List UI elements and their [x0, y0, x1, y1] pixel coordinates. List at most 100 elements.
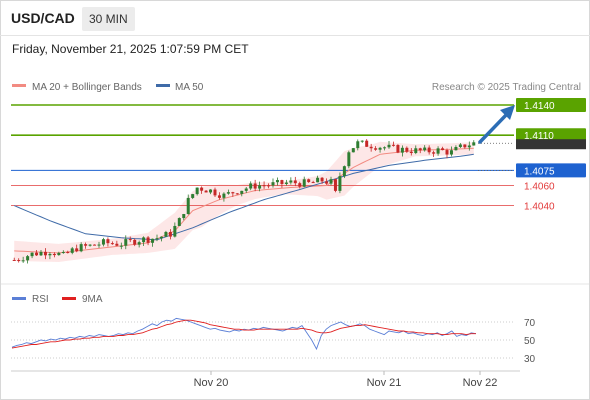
- candles: [12, 139, 476, 264]
- candle-body: [432, 152, 436, 154]
- candle: [458, 143, 462, 149]
- candle: [351, 148, 355, 153]
- candle: [333, 178, 337, 193]
- candle-body: [320, 177, 324, 182]
- candle-body: [235, 193, 239, 195]
- candle: [222, 192, 226, 202]
- candle-body: [146, 237, 150, 243]
- candle-body: [222, 193, 226, 198]
- candle: [418, 147, 422, 154]
- candle: [30, 252, 34, 259]
- candle: [347, 150, 351, 169]
- candle-body: [365, 140, 369, 147]
- candle: [298, 181, 302, 189]
- candle-body: [30, 252, 34, 257]
- candle: [383, 146, 387, 151]
- candle: [168, 229, 172, 240]
- candle-body: [267, 185, 271, 187]
- candle: [173, 222, 177, 238]
- candle-body: [316, 177, 320, 183]
- candle-body: [173, 225, 177, 237]
- candle-body: [463, 144, 467, 148]
- candle-body: [97, 244, 101, 246]
- candle: [454, 145, 458, 151]
- candle: [200, 186, 204, 194]
- candle-body: [101, 239, 105, 245]
- rsi-series-9ma: [11, 319, 476, 349]
- candle: [244, 186, 248, 194]
- candle-body: [26, 256, 30, 261]
- candle: [387, 141, 391, 149]
- candle-body: [195, 187, 199, 195]
- candle: [231, 191, 235, 197]
- ma20-legend-swatch: [12, 84, 26, 87]
- candle-body: [454, 147, 458, 151]
- candle: [97, 241, 101, 248]
- rsi-pane: 70 50 30: [11, 317, 536, 365]
- candle: [360, 140, 364, 143]
- forecast-arrow-shaft: [478, 111, 510, 144]
- candle-body: [226, 192, 230, 194]
- candle-body: [213, 189, 217, 196]
- candle: [325, 178, 329, 185]
- candle-body: [217, 195, 221, 198]
- candle: [302, 176, 306, 188]
- level-label-1.4040: 1.4040: [524, 202, 555, 213]
- candle-body: [182, 214, 186, 219]
- candle: [329, 176, 333, 186]
- ma50-legend-swatch: [156, 84, 170, 87]
- candle-body: [351, 148, 355, 153]
- candle-body: [311, 182, 315, 184]
- candle-body: [84, 244, 88, 246]
- candle: [463, 144, 467, 149]
- rsi-tick-30: 30: [524, 354, 536, 365]
- candle-body: [391, 144, 395, 146]
- candle: [182, 213, 186, 221]
- timeframe-button[interactable]: 30 MIN: [82, 7, 135, 31]
- chart-datetime: Friday, November 21, 2025 1:07:59 PM CET: [12, 42, 249, 56]
- candle: [378, 146, 382, 153]
- rsi-legend-label: RSI: [32, 294, 49, 305]
- candle: [356, 139, 360, 151]
- candle-body: [79, 244, 83, 252]
- candle: [164, 230, 168, 237]
- candle-body: [35, 252, 39, 256]
- candle: [79, 242, 83, 253]
- candle: [307, 178, 311, 183]
- candle-body: [275, 180, 279, 183]
- current-price-tag: [516, 139, 586, 150]
- candle: [467, 141, 471, 151]
- candle-body: [427, 147, 431, 153]
- candle: [146, 235, 150, 246]
- candle-body: [88, 244, 92, 246]
- candle-body: [409, 151, 413, 154]
- candle-body: [61, 252, 65, 254]
- candle: [133, 238, 137, 247]
- level-tag-1.4075: [516, 163, 586, 178]
- candle: [39, 249, 43, 257]
- ma20-legend-label: MA 20 + Bollinger Bands: [32, 82, 142, 93]
- candle: [311, 180, 315, 184]
- candle-body: [110, 243, 114, 245]
- candle: [52, 252, 56, 258]
- forecast-arrow: [478, 105, 515, 144]
- candle-body: [436, 148, 440, 154]
- price-labels: 1.4140 1.4110 1.4075 1.4060 1.4040: [516, 98, 586, 213]
- chart-header: USD/CAD 30 MIN: [0, 0, 590, 36]
- candle: [423, 145, 427, 152]
- candle: [21, 256, 25, 263]
- candle-body: [48, 253, 52, 256]
- candle-body: [342, 166, 346, 177]
- candle-body: [289, 180, 293, 183]
- rsi-ma-legend-label: 9MA: [82, 294, 103, 305]
- candle: [374, 146, 378, 151]
- candle-body: [17, 260, 21, 262]
- candle-body: [360, 140, 364, 142]
- candle: [267, 183, 271, 189]
- candle-body: [133, 239, 137, 245]
- candle-body: [43, 251, 47, 256]
- candle-body: [329, 179, 333, 184]
- candle: [101, 237, 105, 247]
- candle: [48, 252, 52, 260]
- candle-body: [449, 150, 453, 155]
